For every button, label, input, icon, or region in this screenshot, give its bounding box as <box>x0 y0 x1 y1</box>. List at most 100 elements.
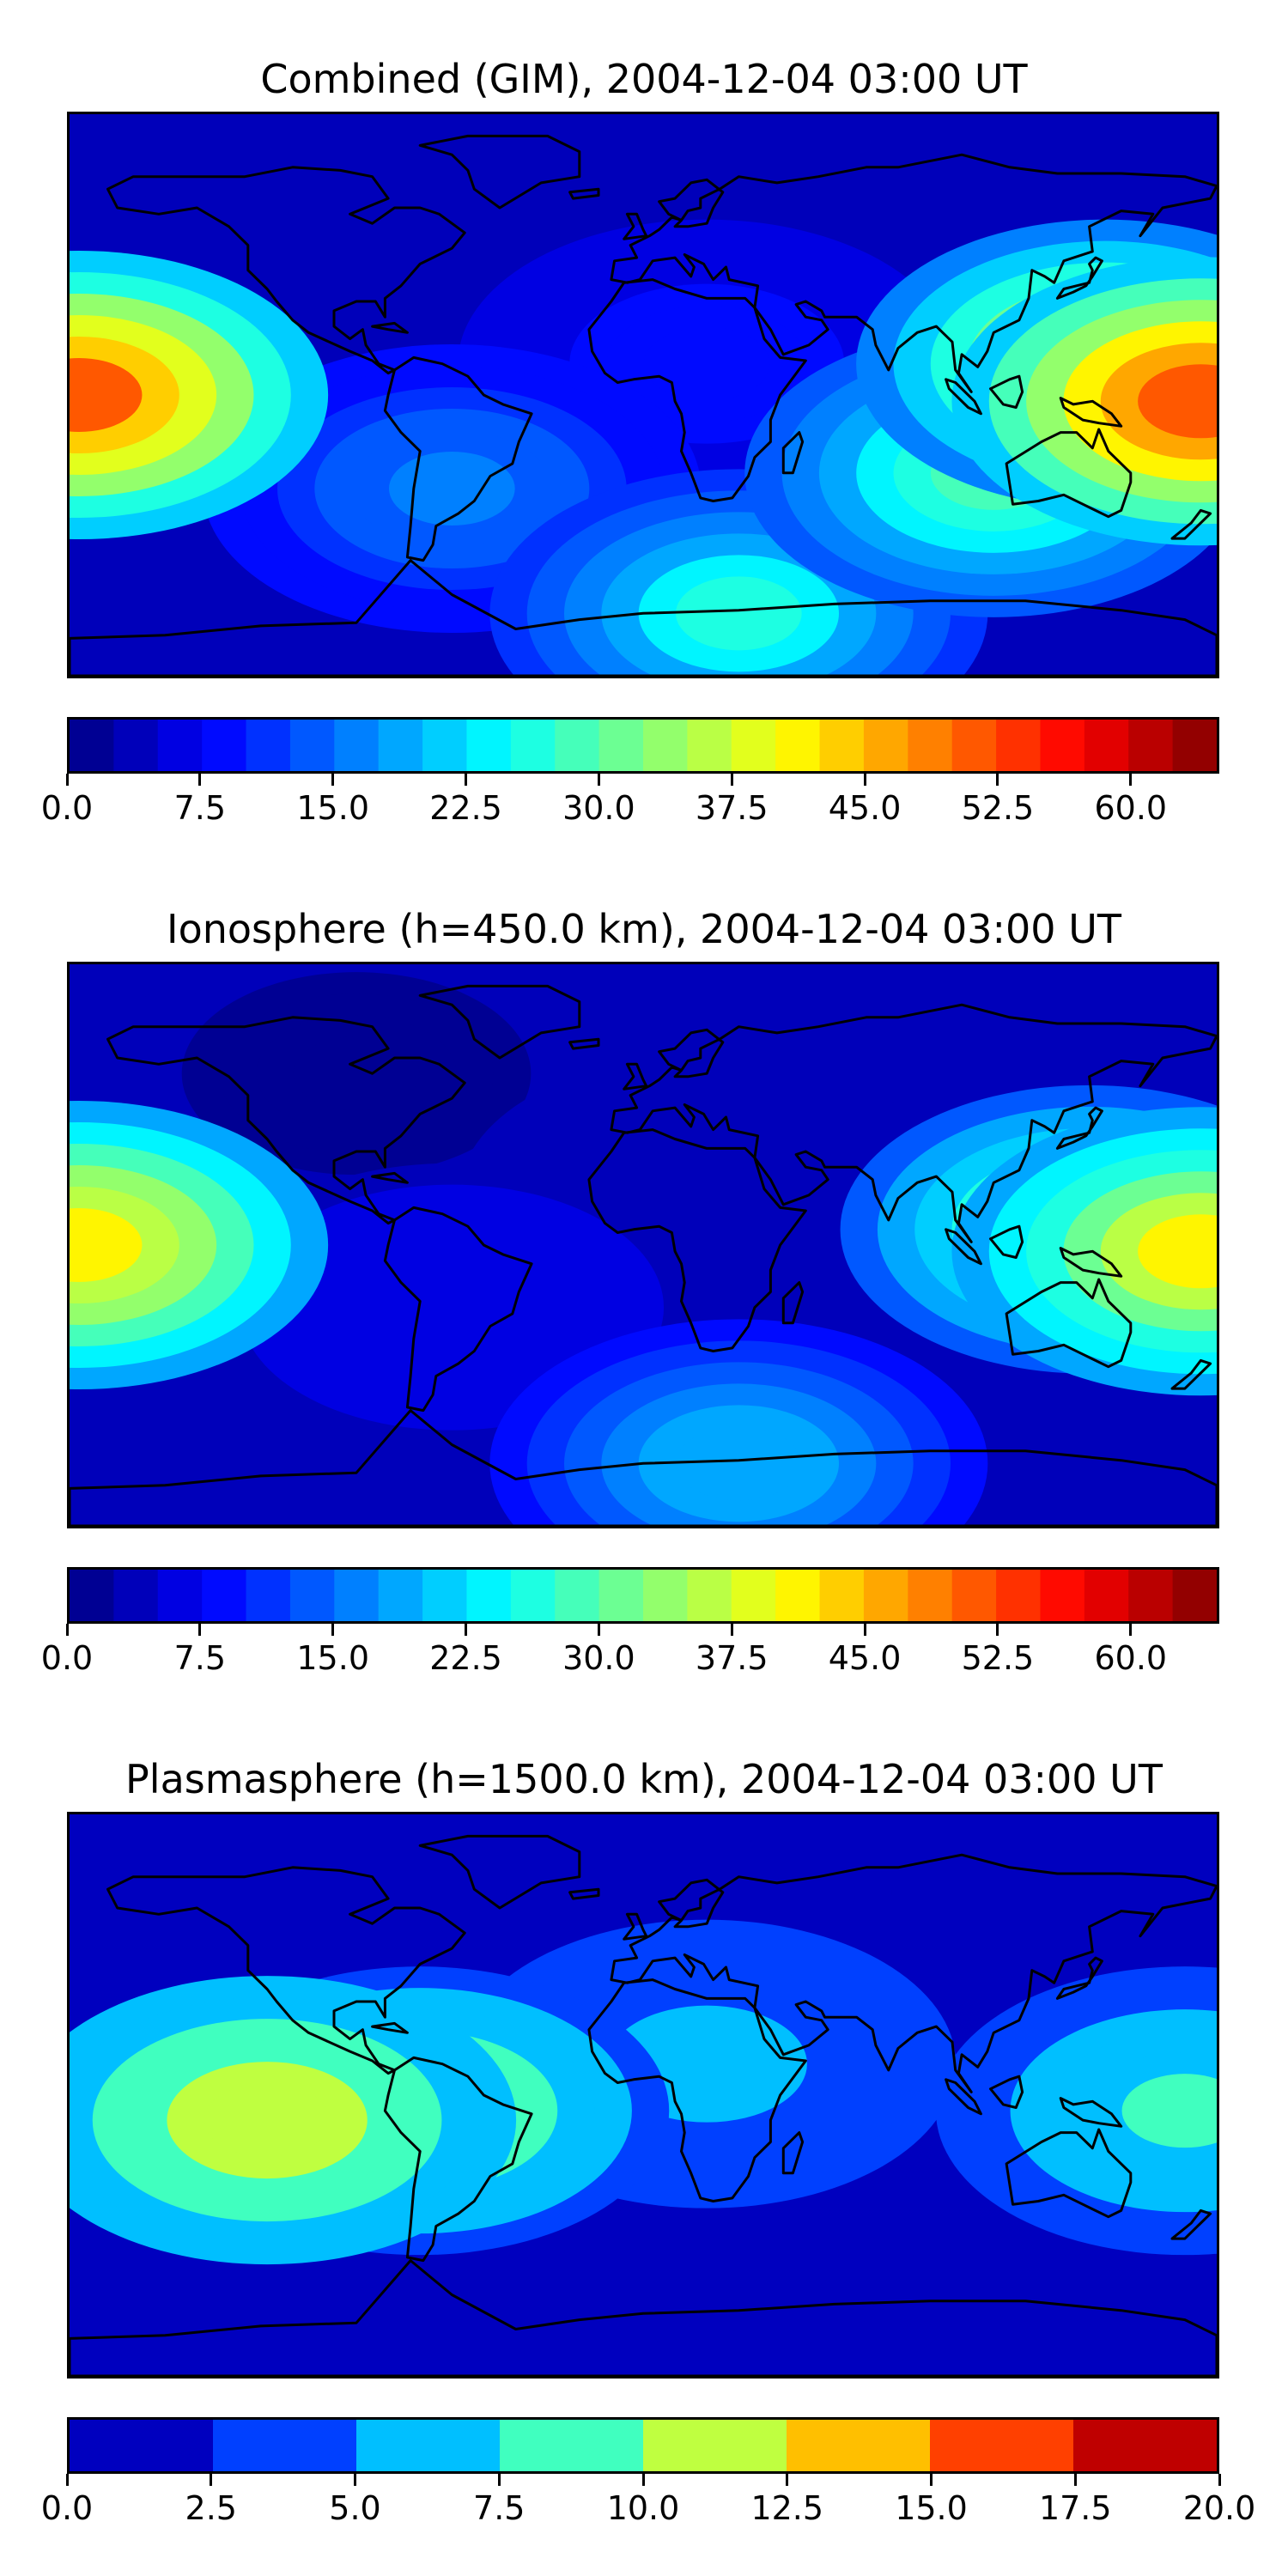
colorbar-segment <box>775 1570 821 1621</box>
coastline <box>1005 428 1133 519</box>
colorbar-segment <box>1172 720 1217 771</box>
colorbar-tick-label: 60.0 <box>1094 789 1168 827</box>
colorbar-tick-label: 45.0 <box>828 789 902 827</box>
colorbar-combined-ticks: 0.0 7.5 15.0 22.5 30.0 37.5 45.0 52.5 60.0 <box>41 774 1219 827</box>
colorbar-segment <box>334 720 380 771</box>
coastline <box>587 278 807 502</box>
coastline <box>781 431 805 475</box>
colorbar-segment <box>289 1570 335 1621</box>
coastline <box>568 187 600 200</box>
colorbar-tick-label: 15.0 <box>296 789 369 827</box>
colorbar-tick-mark <box>863 1624 866 1636</box>
chart-title-combined: Combined (GIM), 2004-12-04 03:00 UT <box>260 56 1028 102</box>
coastline <box>371 2021 409 2034</box>
colorbar-tick-mark <box>497 2474 501 2486</box>
colorbar-tick-label: 15.0 <box>895 2489 968 2527</box>
coastline <box>418 1834 581 1910</box>
heatmap-contour <box>1138 1214 1217 1289</box>
chart-title-plasmasphere: Plasmasphere (h=1500.0 km), 2004-12-04 0… <box>125 1756 1163 1802</box>
colorbar-tick-mark <box>331 774 335 786</box>
colorbar-segment <box>819 1570 865 1621</box>
colorbar-tick-label: 30.0 <box>562 789 635 827</box>
heatmap-ionosphere-svg <box>70 964 1217 1526</box>
heatmap-combined-svg <box>70 114 1217 676</box>
coastline <box>945 1228 982 1266</box>
colorbar-segment <box>598 720 644 771</box>
heatmap-contour <box>70 1208 143 1282</box>
colorbar-tick-mark <box>354 2474 356 2486</box>
coastline <box>1005 2128 1133 2219</box>
coastline <box>383 2056 533 2263</box>
coastline <box>989 2075 1024 2109</box>
heatmap-plasmasphere-svg <box>70 1814 1217 2376</box>
coastline <box>1059 397 1123 428</box>
coastline <box>70 2259 1217 2376</box>
colorbar-segment <box>996 1570 1042 1621</box>
colorbar-ionosphere-ticks: 0.0 7.5 15.0 22.5 30.0 37.5 45.0 52.5 60.0 <box>41 1624 1219 1677</box>
colorbar-tick-label: 22.5 <box>429 789 502 827</box>
colorbar-segment <box>951 1570 997 1621</box>
colorbar-combined <box>67 717 1219 774</box>
colorbar-segment <box>1073 2420 1217 2471</box>
colorbar-tick-label: 52.5 <box>961 1639 1035 1677</box>
colorbar-tick-mark <box>465 774 468 786</box>
colorbar-tick-mark <box>786 2474 789 2486</box>
coastline <box>568 1887 600 1900</box>
heatmap-contour <box>204 2083 331 2158</box>
colorbar-segment <box>70 1570 114 1621</box>
heatmap-contour <box>676 2214 802 2288</box>
colorbar-segment <box>70 720 114 771</box>
colorbar-tick-mark <box>996 1624 999 1636</box>
colorbar-segment <box>510 720 556 771</box>
colorbar-segment <box>422 1570 468 1621</box>
coastline <box>1170 508 1212 540</box>
colorbar-segment <box>996 720 1042 771</box>
colorbar-segment <box>70 2420 214 2471</box>
heatmap-contour <box>389 452 515 526</box>
colorbar-segment <box>1128 1570 1174 1621</box>
colorbar-tick-mark <box>1129 774 1133 786</box>
colorbar-segment <box>113 720 159 771</box>
coastline <box>781 2131 805 2175</box>
colorbar-segment <box>157 720 203 771</box>
colorbar-tick-label: 20.0 <box>1182 2489 1256 2527</box>
heatmap-ionosphere <box>67 962 1219 1528</box>
colorbar-segment <box>731 1570 776 1621</box>
colorbar-tick-mark <box>465 1624 468 1636</box>
colorbar-tick-label: 0.0 <box>40 789 94 827</box>
colorbar-tick-label: 10.0 <box>606 2489 680 2527</box>
colorbar-tick-mark <box>1073 2474 1077 2486</box>
colorbar-segment <box>378 1570 423 1621</box>
colorbar-segment <box>863 1570 908 1621</box>
colorbar-tick-label: 37.5 <box>695 789 769 827</box>
colorbar-tick-mark <box>641 2474 645 2486</box>
colorbar-tick-mark <box>863 774 866 786</box>
colorbar-tick-mark <box>996 774 999 786</box>
colorbar-segment <box>1128 720 1174 771</box>
coastline <box>610 153 1217 393</box>
coastline <box>623 1912 648 1941</box>
coastline <box>623 1062 648 1091</box>
coastline <box>418 984 581 1060</box>
colorbar-tick-label: 0.0 <box>40 1639 94 1677</box>
heatmap-contour <box>293 171 420 245</box>
colorbar-segment <box>1040 720 1085 771</box>
coastline <box>1055 256 1103 300</box>
colorbar-plasmasphere <box>67 2417 1219 2474</box>
coastline <box>371 1171 409 1184</box>
colorbar-segment <box>157 1570 203 1621</box>
colorbar-tick-mark <box>597 774 600 786</box>
coastline <box>587 1978 807 2202</box>
coastline <box>106 1016 466 1225</box>
coastline <box>383 355 533 562</box>
colorbar-tick-label: 45.0 <box>828 1639 902 1677</box>
colorbar-segment <box>731 720 776 771</box>
colorbar-segment <box>466 720 512 771</box>
colorbar-segment <box>356 2420 501 2471</box>
coastline <box>383 1206 533 1413</box>
colorbar-tick-label: 7.5 <box>173 1639 227 1677</box>
colorbar-segment <box>1172 1570 1217 1621</box>
colorbar-segment <box>863 720 908 771</box>
colorbar-segment <box>334 1570 380 1621</box>
colorbar-ionosphere <box>67 1567 1219 1624</box>
